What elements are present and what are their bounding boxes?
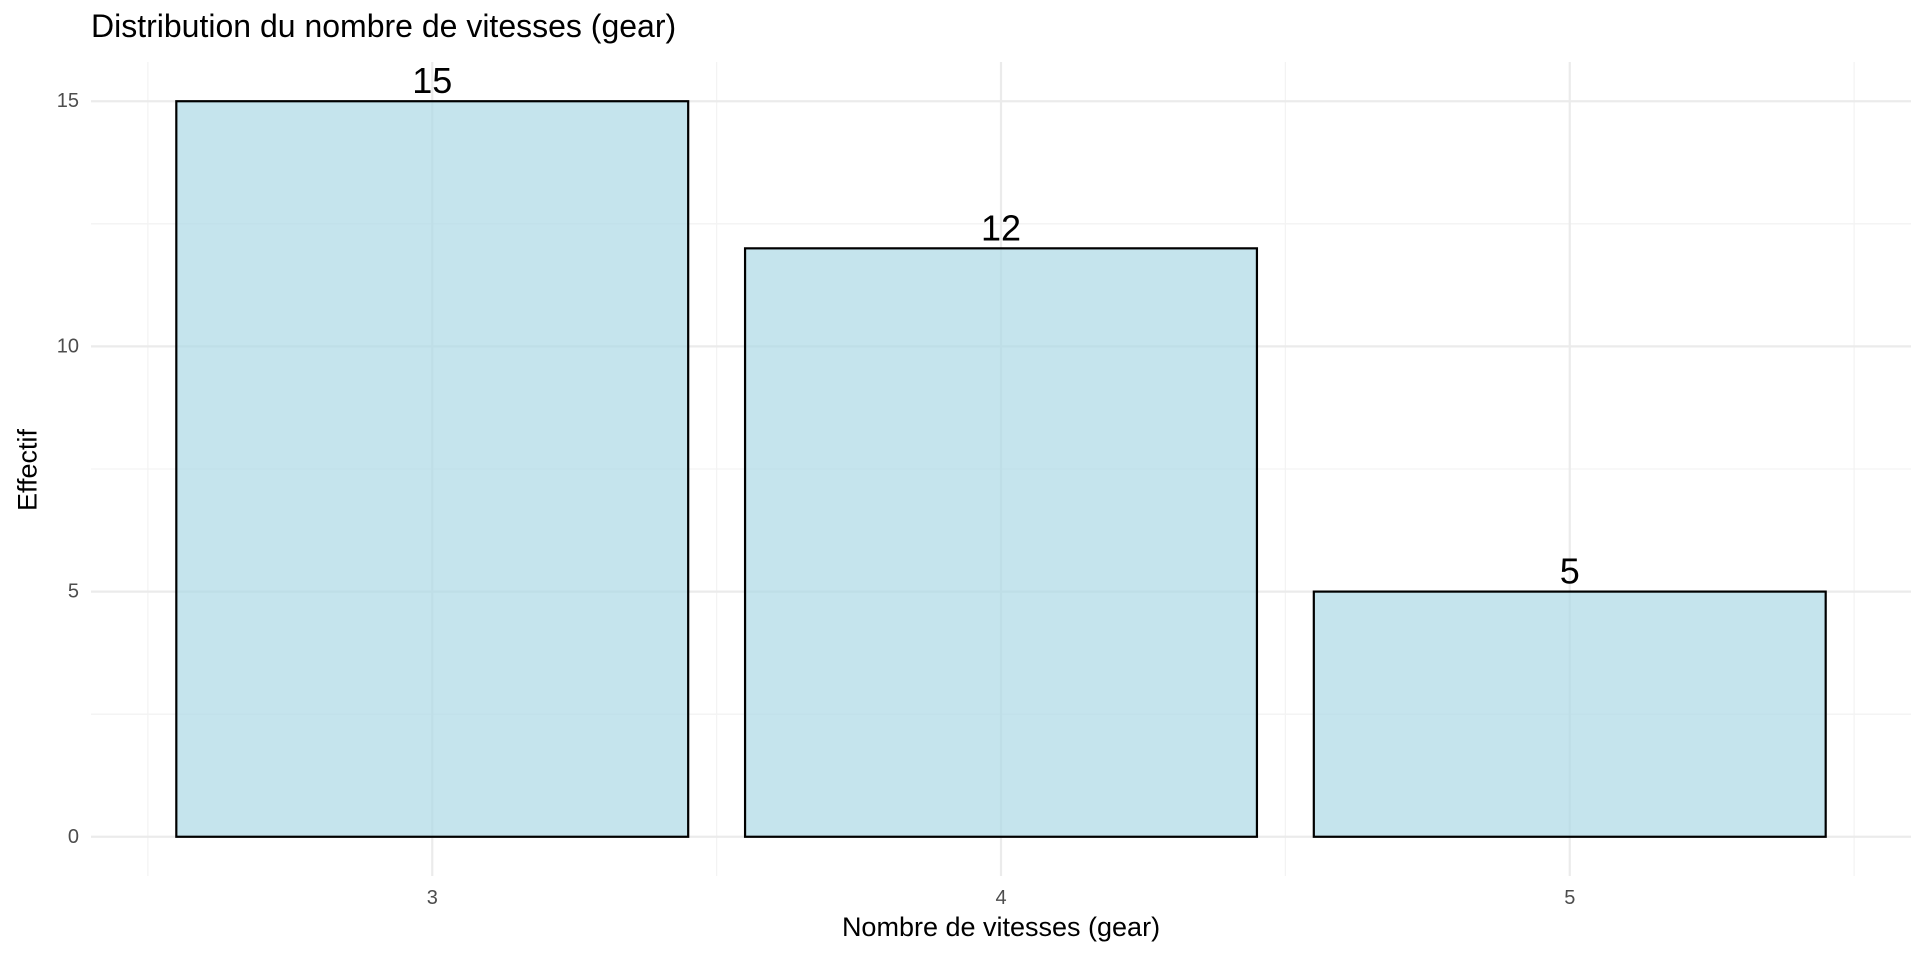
data-label-5: 5 bbox=[1560, 551, 1580, 592]
chart-title: Distribution du nombre de vitesses (gear… bbox=[91, 8, 677, 44]
data-label-4: 12 bbox=[981, 207, 1021, 248]
bar-4 bbox=[743, 247, 1259, 838]
x-axis-ticks: 3 4 5 bbox=[427, 887, 1576, 909]
y-tick-label: 15 bbox=[57, 90, 79, 112]
y-axis-ticks: 0 5 10 15 bbox=[57, 90, 79, 848]
data-label-3: 15 bbox=[412, 60, 452, 101]
y-tick-label: 0 bbox=[68, 826, 79, 848]
x-axis-title: Nombre de vitesses (gear) bbox=[841, 912, 1161, 942]
y-axis-title: Effectif bbox=[12, 428, 43, 512]
bar-5 bbox=[1312, 590, 1827, 838]
x-tick-label: 4 bbox=[995, 887, 1006, 909]
x-tick-label: 5 bbox=[1564, 887, 1575, 909]
y-tick-label: 5 bbox=[68, 581, 79, 603]
y-tick-label: 10 bbox=[57, 335, 79, 357]
x-tick-label: 3 bbox=[427, 887, 438, 909]
bar-3 bbox=[175, 100, 690, 838]
data-labels: 15 12 5 bbox=[412, 60, 1580, 591]
bars bbox=[175, 100, 1827, 838]
